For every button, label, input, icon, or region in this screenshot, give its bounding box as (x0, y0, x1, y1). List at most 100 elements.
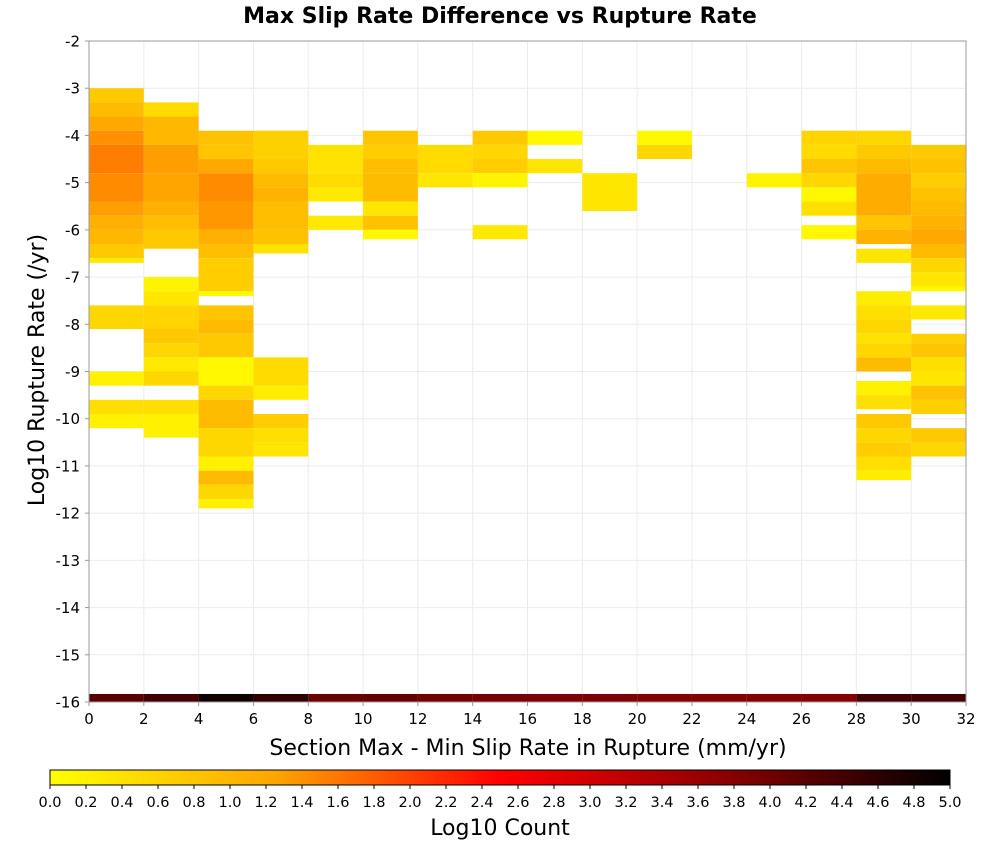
heatmap-cell (198, 470, 254, 485)
heatmap-cell (89, 88, 144, 103)
heatmap-cell (198, 456, 254, 471)
heatmap-cell (198, 484, 254, 499)
heatmap-cell (801, 159, 857, 174)
heatmap-cell (801, 130, 857, 145)
x-tick-label: 14 (463, 710, 482, 728)
heatmap-cell (911, 385, 966, 400)
heatmap-cell (911, 159, 966, 174)
colorbar-tick-label: 0.4 (110, 795, 133, 811)
heatmap-cell (472, 159, 528, 174)
x-tick-label: 22 (682, 710, 701, 728)
y-tick-label: -2 (65, 33, 80, 51)
strip-cell (801, 693, 857, 702)
colorbar-tick-label: 3.2 (614, 795, 637, 811)
heatmap-cell (472, 173, 528, 188)
heatmap-cell (856, 305, 912, 320)
x-tick-label: 6 (249, 710, 259, 728)
heatmap-cell (89, 413, 144, 429)
heatmap-cell (143, 144, 199, 174)
heatmap-cell (856, 380, 912, 396)
colorbar-tick-label: 2.4 (470, 795, 493, 811)
colorbar-tick-label: 4.2 (794, 795, 817, 811)
heatmap-cell (89, 399, 144, 414)
heatmap-cell (856, 130, 912, 145)
heatmap-cell (363, 215, 418, 230)
heatmap-cell (253, 130, 309, 160)
heatmap-cell (89, 173, 144, 202)
heatmap-cell (856, 442, 912, 457)
heatmap-cell (89, 305, 144, 330)
strip-cell (417, 693, 473, 702)
y-tick-label: -9 (65, 363, 80, 381)
heatmap-cell (801, 201, 857, 216)
heatmap-cell (253, 442, 309, 457)
heatmap-cell (637, 130, 692, 145)
heatmap-cell (198, 305, 254, 320)
heatmap-cell (801, 173, 857, 188)
heatmap-cell (856, 413, 912, 429)
colorbar-tick-label: 3.4 (650, 795, 673, 811)
heatmap-cell (911, 286, 966, 292)
heatmap-cell (143, 371, 199, 386)
heatmap-cell (253, 159, 309, 174)
heatmap-cell (911, 144, 966, 160)
heatmap-cell (143, 357, 199, 372)
colorbar-tick-label: 0.0 (38, 795, 61, 811)
colorbar-tick-label: 2.6 (506, 795, 529, 811)
y-tick-label: -11 (56, 457, 81, 475)
heatmap-cell (911, 272, 966, 287)
colorbar-tick-label: 1.2 (254, 795, 277, 811)
heatmap-cell (253, 428, 309, 443)
heatmap-cell (472, 130, 528, 145)
heatmap-cell (308, 215, 364, 230)
x-tick-label: 16 (518, 710, 537, 728)
heatmap-cell (89, 102, 144, 117)
y-tick-label: -4 (65, 127, 80, 145)
heatmap-cell (253, 201, 309, 230)
heatmap-cell (472, 225, 528, 240)
heatmap-cell (198, 319, 254, 334)
colorbar (49, 769, 951, 786)
x-tick-label: 0 (84, 710, 94, 728)
heatmap-cell (856, 470, 912, 481)
y-tick-label: -10 (56, 410, 81, 428)
x-tick-label: 24 (737, 710, 756, 728)
heatmap-cell (143, 291, 199, 306)
y-tick-label: -5 (65, 174, 80, 192)
heatmap-cell (363, 159, 418, 174)
heatmap-cell (856, 144, 912, 160)
heatmap-cell (198, 130, 254, 145)
y-tick-label: -3 (65, 80, 80, 98)
colorbar-tick-label: 4.6 (866, 795, 889, 811)
heatmap-cell (143, 277, 199, 292)
strip-cell (472, 693, 528, 702)
x-tick-label: 8 (303, 710, 313, 728)
heatmap-cell (911, 371, 966, 386)
heatmap-cell (911, 333, 966, 344)
heatmap-cell (527, 159, 583, 174)
heatmap-cell (143, 229, 199, 249)
heatmap-cell (911, 173, 966, 188)
x-tick-label: 12 (408, 710, 427, 728)
heatmap-cell (89, 130, 144, 145)
heatmap-cell (363, 173, 418, 202)
heatmap-cell (911, 357, 966, 372)
heatmap-cell (198, 258, 254, 292)
heatmap-cell (89, 371, 144, 386)
colorbar-tick-label: 0.2 (74, 795, 97, 811)
colorbar-tick-label: 1.8 (362, 795, 385, 811)
heatmap-cell (198, 173, 254, 202)
heatmap-cell (253, 229, 309, 245)
heatmap-cell (856, 428, 912, 443)
heatmap-cell (527, 130, 583, 145)
heatmap-cell (198, 229, 254, 245)
y-tick-label: -8 (65, 316, 80, 334)
heatmap-cell (89, 144, 144, 174)
heatmap-cell (253, 244, 309, 254)
heatmap-cell (143, 343, 199, 358)
heatmap-cell (253, 187, 309, 202)
strip-cell (582, 693, 638, 702)
heatmap-cell (89, 116, 144, 131)
x-tick-label: 32 (956, 710, 975, 728)
y-tick-label: -16 (56, 694, 81, 712)
